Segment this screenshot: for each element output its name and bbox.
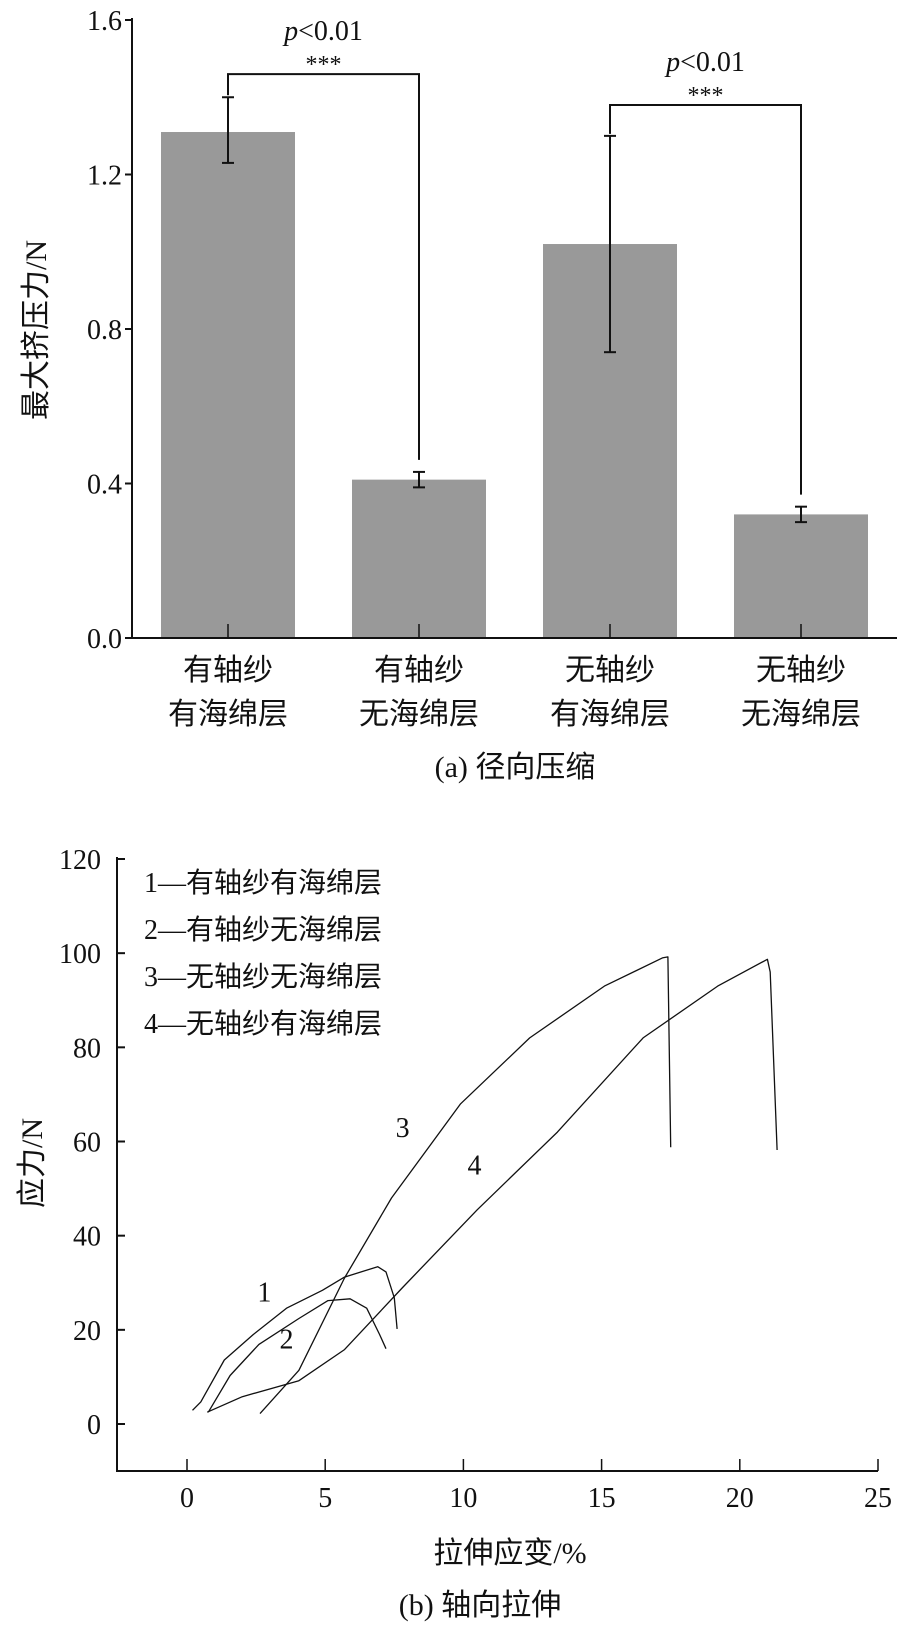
x-tick-label: 15 [588,1483,616,1514]
p-value-label: p<0.01 [282,16,363,47]
y-tick-label: 60 [73,1128,101,1159]
x-tick-label: 有轴纱 [374,654,464,687]
x-axis-label: 拉伸应变/% [433,1537,586,1570]
x-tick-label: 无海绵层 [741,698,861,731]
y-tick-label: 40 [73,1222,101,1253]
y-tick-label: 0.0 [87,624,122,655]
significance-stars: *** [306,52,342,78]
p-threshold: <0.01 [298,16,363,47]
significance-stars: *** [688,83,724,109]
legend-entry: 4—无轴纱有海绵层 [144,1008,382,1040]
significance-bracket [227,73,420,460]
legend-entry: 1—有轴纱有海绵层 [144,867,382,899]
legend-entry: 3—无轴纱无海绵层 [144,961,382,993]
x-tick-label: 20 [726,1483,754,1514]
x-tick-label: 0 [180,1483,194,1514]
legend-entry: 2—有轴纱无海绵层 [144,914,382,946]
x-tick-label: 5 [318,1483,332,1514]
p-symbol: p [282,16,298,47]
bar [352,479,486,638]
x-tick-label: 无轴纱 [565,654,655,687]
series-line-1 [192,1266,398,1411]
figure-caption-b: (b) 轴向拉伸 [399,1589,561,1622]
series-label: 1 [257,1278,271,1309]
x-tick-label: 25 [864,1483,892,1514]
p-threshold: <0.01 [680,47,745,78]
line-chart-axial-tension: 0 20 40 60 80 100 120 0 5 10 15 20 25 12 3 4 1—有轴纱有海绵层 2—… [16,845,892,1622]
y-axis-label: 最大挤压力/N [20,240,53,420]
x-tick-label: 有海绵层 [168,698,288,731]
series-line-4 [206,958,778,1413]
series-label: 2 [280,1325,294,1356]
bar [734,514,868,638]
y-tick-label: 20 [73,1316,101,1347]
y-tick-label: 100 [59,939,101,970]
series-line-3 [259,956,672,1415]
figure-caption-a: (a) 径向压缩 [435,751,596,784]
x-tick-label: 无海绵层 [359,698,479,731]
series-label: 4 [467,1150,481,1181]
x-tick-label: 10 [449,1483,477,1514]
y-tick-label: 80 [73,1033,101,1064]
bar [161,132,295,638]
x-tick-label: 有海绵层 [550,698,670,731]
significance-bracket [609,103,802,495]
y-tick-label: 1.2 [87,161,122,192]
y-tick-label: 0 [87,1410,101,1441]
p-symbol: p [664,47,680,78]
y-tick-label: 1.6 [87,6,122,37]
series-label: 3 [396,1113,410,1144]
x-tick-label: 无轴纱 [756,654,846,687]
y-axis-label: 应力/N [16,1118,49,1208]
series-line-2 [207,1298,387,1413]
x-tick-label: 有轴纱 [183,654,273,687]
p-value-label: p<0.01 [664,47,745,78]
bar-chart-radial-compression: 0.0 0.4 0.8 1.2 1.6 有轴纱有海绵层 有轴纱无海绵层 无轴纱有海绵层 无轴纱无… [20,6,897,784]
y-tick-label: 0.8 [87,315,122,346]
y-tick-label: 120 [59,845,101,876]
y-tick-label: 0.4 [87,470,122,501]
